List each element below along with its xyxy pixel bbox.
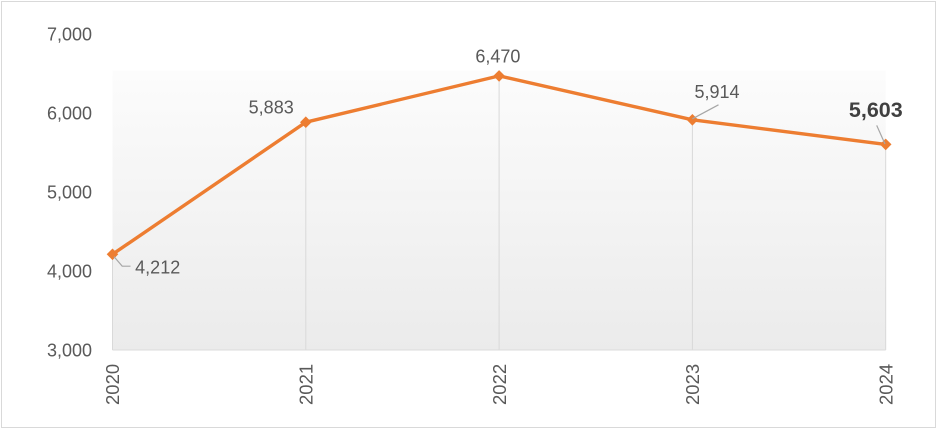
svg-text:2020: 2020 [102, 364, 123, 405]
svg-text:6,470: 6,470 [475, 46, 520, 66]
svg-text:4,212: 4,212 [135, 257, 180, 277]
svg-text:2022: 2022 [489, 364, 510, 405]
svg-text:5,914: 5,914 [694, 82, 739, 102]
svg-text:3,000: 3,000 [47, 341, 92, 361]
svg-text:2024: 2024 [875, 364, 896, 405]
svg-text:7,000: 7,000 [47, 25, 92, 45]
svg-text:6,000: 6,000 [47, 104, 92, 124]
svg-text:5,883: 5,883 [249, 97, 294, 117]
svg-text:5,000: 5,000 [47, 183, 92, 203]
svg-text:4,000: 4,000 [47, 262, 92, 282]
svg-text:2021: 2021 [296, 364, 317, 405]
svg-text:2023: 2023 [682, 364, 703, 405]
svg-text:5,603: 5,603 [849, 98, 903, 122]
